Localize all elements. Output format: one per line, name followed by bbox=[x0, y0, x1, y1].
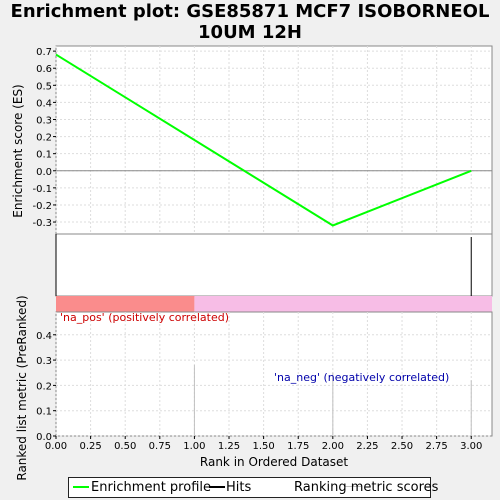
rank-x-tick-label: 1.00 bbox=[183, 441, 205, 452]
legend-enrichment-profile: Enrichment profile bbox=[91, 480, 211, 495]
es-y-tick-label: 0.4 bbox=[36, 98, 52, 109]
chart-title-line-1: Enrichment plot: GSE85871 MCF7 ISOBORNEO… bbox=[10, 1, 490, 22]
es-y-tick-label: 0.3 bbox=[36, 115, 52, 126]
es-y-axis: 0.7 0.6 0.5 0.4 0.3 0.2 0.1 0.0 -0.1 -0.2 -0.3 bbox=[32, 47, 56, 229]
hit-markers bbox=[55, 234, 472, 296]
es-y-axis-label: Enrichment score (ES) bbox=[11, 84, 25, 217]
es-y-tick-label: 0.0 bbox=[36, 167, 52, 178]
ranking-metric-swatch bbox=[345, 486, 361, 487]
rank-x-axis: 0.00 0.25 0.50 0.75 1.00 1.25 1.50 1.75 2.00 2.25… bbox=[45, 436, 482, 452]
es-y-tick-label: 0.1 bbox=[36, 150, 52, 161]
rank-x-tick-label: 3.00 bbox=[460, 441, 482, 452]
hits-swatch bbox=[209, 486, 225, 488]
enrichment-profile-swatch bbox=[73, 486, 89, 488]
chart-title: Enrichment plot: GSE85871 MCF7 ISOBORNEO… bbox=[0, 1, 500, 43]
chart-title-line-2: 10UM 12H bbox=[198, 22, 302, 43]
rank-y-axis: 0.4 0.3 0.2 0.1 0.0 bbox=[36, 331, 56, 443]
es-y-tick-label: -0.2 bbox=[32, 201, 52, 212]
rank-x-tick-label: 2.00 bbox=[322, 441, 344, 452]
es-y-tick-label: 0.7 bbox=[36, 47, 52, 58]
neg-correlated-label: 'na_neg' (negatively correlated) bbox=[274, 371, 449, 384]
rank-x-tick-label: 1.50 bbox=[252, 441, 274, 452]
es-y-tick-label: 0.6 bbox=[36, 64, 52, 75]
es-y-tick-label: 0.5 bbox=[36, 81, 52, 92]
rank-x-tick-label: 2.75 bbox=[426, 441, 448, 452]
es-plot-area bbox=[55, 45, 493, 235]
enrichment-profile-line bbox=[55, 53, 472, 227]
legend-hits: Hits bbox=[226, 480, 252, 495]
rank-x-tick-label: 2.25 bbox=[356, 441, 378, 452]
legend-ranking-metric: Ranking metric scores bbox=[294, 480, 439, 495]
rank-x-tick-label: 0.50 bbox=[114, 441, 136, 452]
rank-y-tick-label: 0.0 bbox=[36, 432, 52, 443]
legend: Enrichment profile Hits Ranking metric s… bbox=[68, 477, 438, 498]
ranked-metric-panel: 0.4 0.3 0.2 0.1 0.0 0.00 0.25 0.50 0.75 1.00 1.25… bbox=[15, 295, 493, 481]
rank-x-tick-label: 1.75 bbox=[287, 441, 309, 452]
rank-x-tick-label: 0.25 bbox=[79, 441, 101, 452]
rank-y-axis-label: Ranked list metric (PreRanked) bbox=[15, 295, 29, 480]
rank-gridlines bbox=[55, 312, 492, 437]
rank-x-tick-label: 1.25 bbox=[218, 441, 240, 452]
rank-plot-area bbox=[55, 311, 493, 437]
rank-x-tick-label: 0.75 bbox=[149, 441, 171, 452]
pos-correlated-label: 'na_pos' (positively correlated) bbox=[60, 311, 229, 324]
rank-x-axis-label: Rank in Ordered Dataset bbox=[200, 455, 348, 469]
es-y-tick-label: -0.3 bbox=[32, 218, 52, 229]
es-y-tick-label: -0.1 bbox=[32, 184, 52, 195]
rank-y-tick-label: 0.4 bbox=[36, 331, 52, 342]
rank-y-tick-label: 0.1 bbox=[36, 407, 52, 418]
hits-plot-area bbox=[55, 233, 493, 297]
rank-y-tick-label: 0.3 bbox=[36, 356, 52, 367]
rank-x-tick-label: 0.00 bbox=[45, 441, 67, 452]
enrichment-score-panel: 0.7 0.6 0.5 0.4 0.3 0.2 0.1 0.0 -0.1 -0.2 -0.3 Enr… bbox=[11, 45, 493, 235]
negative-correlation-bar bbox=[194, 296, 492, 312]
rank-x-tick-label: 2.50 bbox=[391, 441, 413, 452]
hits-panel bbox=[55, 233, 493, 312]
es-y-tick-label: 0.2 bbox=[36, 133, 52, 144]
positive-correlation-bar bbox=[56, 296, 195, 312]
rank-y-tick-label: 0.2 bbox=[36, 381, 52, 392]
ranking-metric-bars bbox=[193, 365, 472, 436]
